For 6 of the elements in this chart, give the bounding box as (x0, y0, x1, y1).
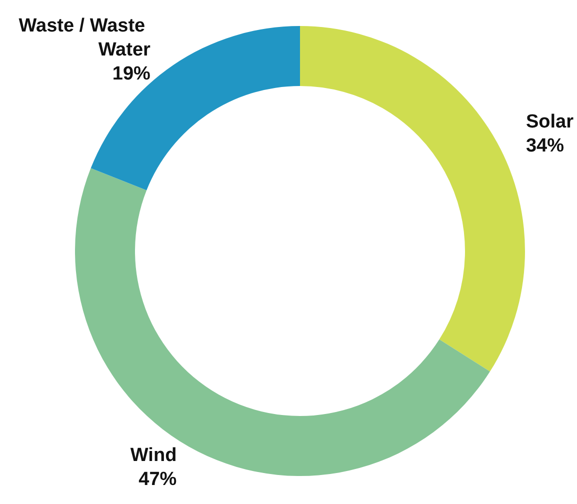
data-label: 34% (526, 135, 564, 156)
slice-label: Waste / Waste Water (18, 16, 152, 61)
data-label: 19% (112, 64, 151, 85)
slice-label: Wind (130, 445, 177, 466)
slice-label: Solar (526, 111, 574, 132)
data-label: 47% (138, 469, 177, 490)
